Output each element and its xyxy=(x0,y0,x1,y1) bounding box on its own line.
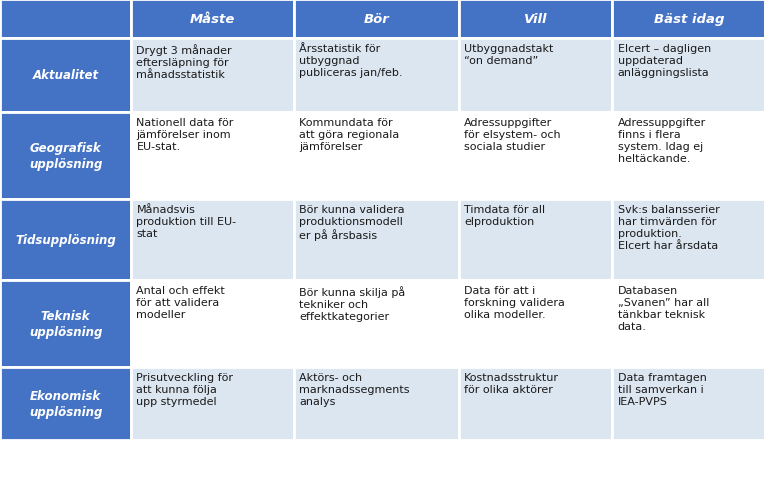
Text: Data för att i
forskning validera
olika modeller.: Data för att i forskning validera olika … xyxy=(465,285,565,319)
Bar xyxy=(459,39,613,113)
Text: Databasen
„Svanen” har all
tänkbar teknisk
data.: Databasen „Svanen” har all tänkbar tekni… xyxy=(617,285,709,331)
Text: Bör kunna skilja på
tekniker och
effektkategorier: Bör kunna skilja på tekniker och effektk… xyxy=(299,285,405,321)
Text: Bör: Bör xyxy=(364,13,389,26)
Text: Årsstatistik för
utbyggnad
publiceras jan/feb.: Årsstatistik för utbyggnad publiceras ja… xyxy=(299,44,403,78)
Bar xyxy=(613,0,764,39)
Text: Antal och effekt
för att validera
modeller: Antal och effekt för att validera modell… xyxy=(137,285,225,319)
Text: Data framtagen
till samverkan i
IEA-PVPS: Data framtagen till samverkan i IEA-PVPS xyxy=(617,372,707,406)
Bar xyxy=(293,367,459,440)
Text: Aktörs- och
marknadssegments
analys: Aktörs- och marknadssegments analys xyxy=(299,372,410,406)
Text: Bäst idag: Bäst idag xyxy=(654,13,724,26)
Text: Adressuppgifter
finns i flera
system. Idag ej
heltäckande.: Adressuppgifter finns i flera system. Id… xyxy=(617,118,706,163)
Bar xyxy=(613,200,764,281)
Text: Elcert – dagligen
uppdaterad
anläggningslista: Elcert – dagligen uppdaterad anläggnings… xyxy=(617,44,711,78)
Bar xyxy=(131,39,293,113)
Bar xyxy=(459,0,613,39)
Text: Geografisk
upplösning: Geografisk upplösning xyxy=(29,142,102,170)
Bar xyxy=(131,200,293,281)
Bar xyxy=(0,367,131,440)
Bar xyxy=(613,39,764,113)
Text: Månadsvis
produktion till EU-
stat: Månadsvis produktion till EU- stat xyxy=(137,204,237,239)
Bar xyxy=(459,367,613,440)
Bar xyxy=(459,200,613,281)
Bar xyxy=(0,39,131,113)
Text: Nationell data för
jämförelser inom
EU-stat.: Nationell data för jämförelser inom EU-s… xyxy=(137,118,234,152)
Text: Aktualitet: Aktualitet xyxy=(33,69,99,82)
Text: Ekonomisk
upplösning: Ekonomisk upplösning xyxy=(29,389,102,418)
Text: Bör kunna validera
produktionsmodell
er på årsbasis: Bör kunna validera produktionsmodell er … xyxy=(299,204,404,241)
Text: Tidsupplösning: Tidsupplösning xyxy=(15,234,116,246)
Bar xyxy=(459,113,613,200)
Bar xyxy=(293,0,459,39)
Bar xyxy=(0,0,131,39)
Bar xyxy=(613,367,764,440)
Bar xyxy=(0,113,131,200)
Text: Svk:s balansserier
har timvärden för
produktion.
Elcert har årsdata: Svk:s balansserier har timvärden för pro… xyxy=(617,204,720,250)
Bar xyxy=(0,281,131,367)
Bar xyxy=(131,367,293,440)
Text: Kommundata för
att göra regionala
jämförelser: Kommundata för att göra regionala jämför… xyxy=(299,118,399,152)
Text: Måste: Måste xyxy=(189,13,235,26)
Text: Utbyggnadstakt
“on demand”: Utbyggnadstakt “on demand” xyxy=(465,44,554,66)
Text: Teknisk
upplösning: Teknisk upplösning xyxy=(29,310,102,338)
Text: Prisutveckling för
att kunna följa
upp styrmedel: Prisutveckling för att kunna följa upp s… xyxy=(137,372,234,406)
Bar xyxy=(293,113,459,200)
Text: Kostnadsstruktur
för olika aktörer: Kostnadsstruktur för olika aktörer xyxy=(465,372,559,394)
Bar xyxy=(0,200,131,281)
Text: Drygt 3 månader
eftersläpning för
månadsstatistik: Drygt 3 månader eftersläpning för månads… xyxy=(137,44,232,80)
Bar xyxy=(131,281,293,367)
Bar xyxy=(613,113,764,200)
Text: Timdata för all
elproduktion: Timdata för all elproduktion xyxy=(465,204,545,226)
Bar xyxy=(293,39,459,113)
Text: Adressuppgifter
för elsystem- och
sociala studier: Adressuppgifter för elsystem- och social… xyxy=(465,118,561,152)
Text: Vill: Vill xyxy=(524,13,547,26)
Bar xyxy=(131,113,293,200)
Bar xyxy=(293,281,459,367)
Bar xyxy=(131,0,293,39)
Bar xyxy=(459,281,613,367)
Bar xyxy=(613,281,764,367)
Bar xyxy=(293,200,459,281)
